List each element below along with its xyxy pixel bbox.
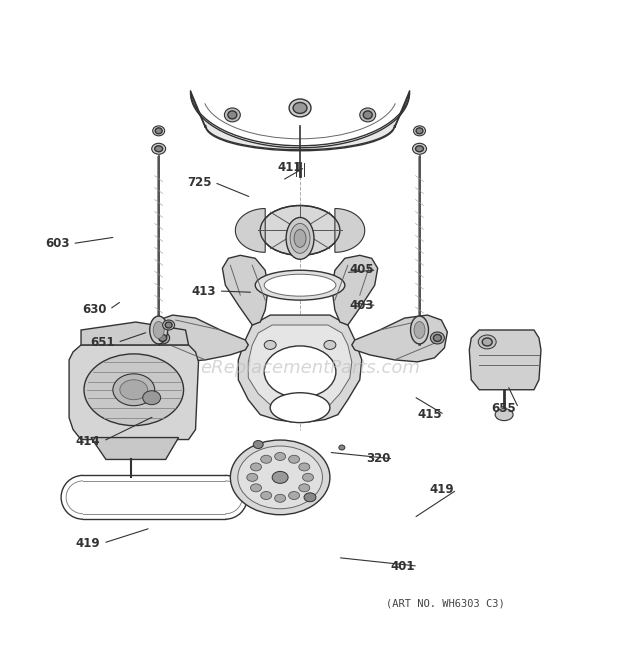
Text: 401: 401 <box>391 560 415 572</box>
Ellipse shape <box>289 99 311 117</box>
Polygon shape <box>236 208 265 253</box>
Ellipse shape <box>260 206 340 255</box>
Ellipse shape <box>238 446 322 509</box>
Text: 655: 655 <box>491 402 516 414</box>
Ellipse shape <box>159 334 167 342</box>
Ellipse shape <box>412 143 427 154</box>
Ellipse shape <box>264 274 336 296</box>
Text: 405: 405 <box>349 264 374 276</box>
Ellipse shape <box>286 217 314 259</box>
Ellipse shape <box>153 126 165 136</box>
Ellipse shape <box>482 338 492 346</box>
Text: 419: 419 <box>429 483 454 496</box>
Text: (ART NO. WH6303 C3): (ART NO. WH6303 C3) <box>386 599 505 609</box>
Ellipse shape <box>156 332 170 344</box>
Ellipse shape <box>294 229 306 247</box>
Ellipse shape <box>290 223 310 253</box>
Ellipse shape <box>113 374 155 406</box>
Ellipse shape <box>143 391 161 405</box>
Ellipse shape <box>339 445 345 450</box>
Ellipse shape <box>264 346 336 398</box>
Polygon shape <box>248 325 352 410</box>
Ellipse shape <box>414 321 425 338</box>
Text: 411: 411 <box>278 161 302 174</box>
Ellipse shape <box>162 320 175 330</box>
Polygon shape <box>469 330 541 390</box>
Polygon shape <box>69 345 198 440</box>
Polygon shape <box>238 315 361 422</box>
Text: eReplacementParts.com: eReplacementParts.com <box>200 359 420 377</box>
Text: 630: 630 <box>82 303 107 316</box>
Ellipse shape <box>415 146 423 152</box>
Polygon shape <box>153 315 248 362</box>
Ellipse shape <box>152 143 166 154</box>
Ellipse shape <box>247 473 258 481</box>
Ellipse shape <box>410 316 428 344</box>
Ellipse shape <box>149 316 167 344</box>
Text: 320: 320 <box>366 452 391 465</box>
Ellipse shape <box>303 473 314 481</box>
Ellipse shape <box>299 463 310 471</box>
Ellipse shape <box>261 492 272 500</box>
Text: 725: 725 <box>187 176 211 189</box>
Ellipse shape <box>414 126 425 136</box>
Ellipse shape <box>270 393 330 422</box>
Ellipse shape <box>478 335 496 349</box>
Ellipse shape <box>275 453 286 461</box>
Polygon shape <box>190 93 410 150</box>
Ellipse shape <box>304 493 316 502</box>
Ellipse shape <box>253 440 264 449</box>
Ellipse shape <box>224 108 241 122</box>
Ellipse shape <box>416 128 423 134</box>
Ellipse shape <box>264 340 276 350</box>
Ellipse shape <box>155 128 162 134</box>
Ellipse shape <box>275 494 286 502</box>
Polygon shape <box>335 208 365 253</box>
Polygon shape <box>91 438 179 459</box>
Polygon shape <box>81 322 188 345</box>
Text: 419: 419 <box>76 537 100 549</box>
Ellipse shape <box>250 463 262 471</box>
Ellipse shape <box>120 380 148 400</box>
Ellipse shape <box>255 270 345 300</box>
Ellipse shape <box>153 321 164 338</box>
Ellipse shape <box>84 354 184 426</box>
Ellipse shape <box>261 455 272 463</box>
Ellipse shape <box>293 102 307 114</box>
Text: 413: 413 <box>191 284 216 297</box>
Ellipse shape <box>360 108 376 122</box>
Ellipse shape <box>430 332 445 344</box>
Ellipse shape <box>433 334 441 342</box>
Text: 403: 403 <box>349 299 374 312</box>
Ellipse shape <box>272 471 288 483</box>
Polygon shape <box>352 315 448 362</box>
Polygon shape <box>223 255 268 325</box>
Text: 651: 651 <box>90 336 115 349</box>
Text: 415: 415 <box>417 408 441 421</box>
Text: 414: 414 <box>76 434 100 447</box>
Ellipse shape <box>250 484 262 492</box>
Ellipse shape <box>324 340 336 350</box>
Ellipse shape <box>228 111 237 119</box>
Text: 603: 603 <box>45 237 69 250</box>
Ellipse shape <box>288 455 299 463</box>
Ellipse shape <box>495 408 513 420</box>
Ellipse shape <box>299 484 310 492</box>
Ellipse shape <box>363 111 372 119</box>
Ellipse shape <box>165 322 172 328</box>
Ellipse shape <box>288 492 299 500</box>
Ellipse shape <box>155 146 162 152</box>
Ellipse shape <box>231 440 330 515</box>
Polygon shape <box>332 255 378 325</box>
